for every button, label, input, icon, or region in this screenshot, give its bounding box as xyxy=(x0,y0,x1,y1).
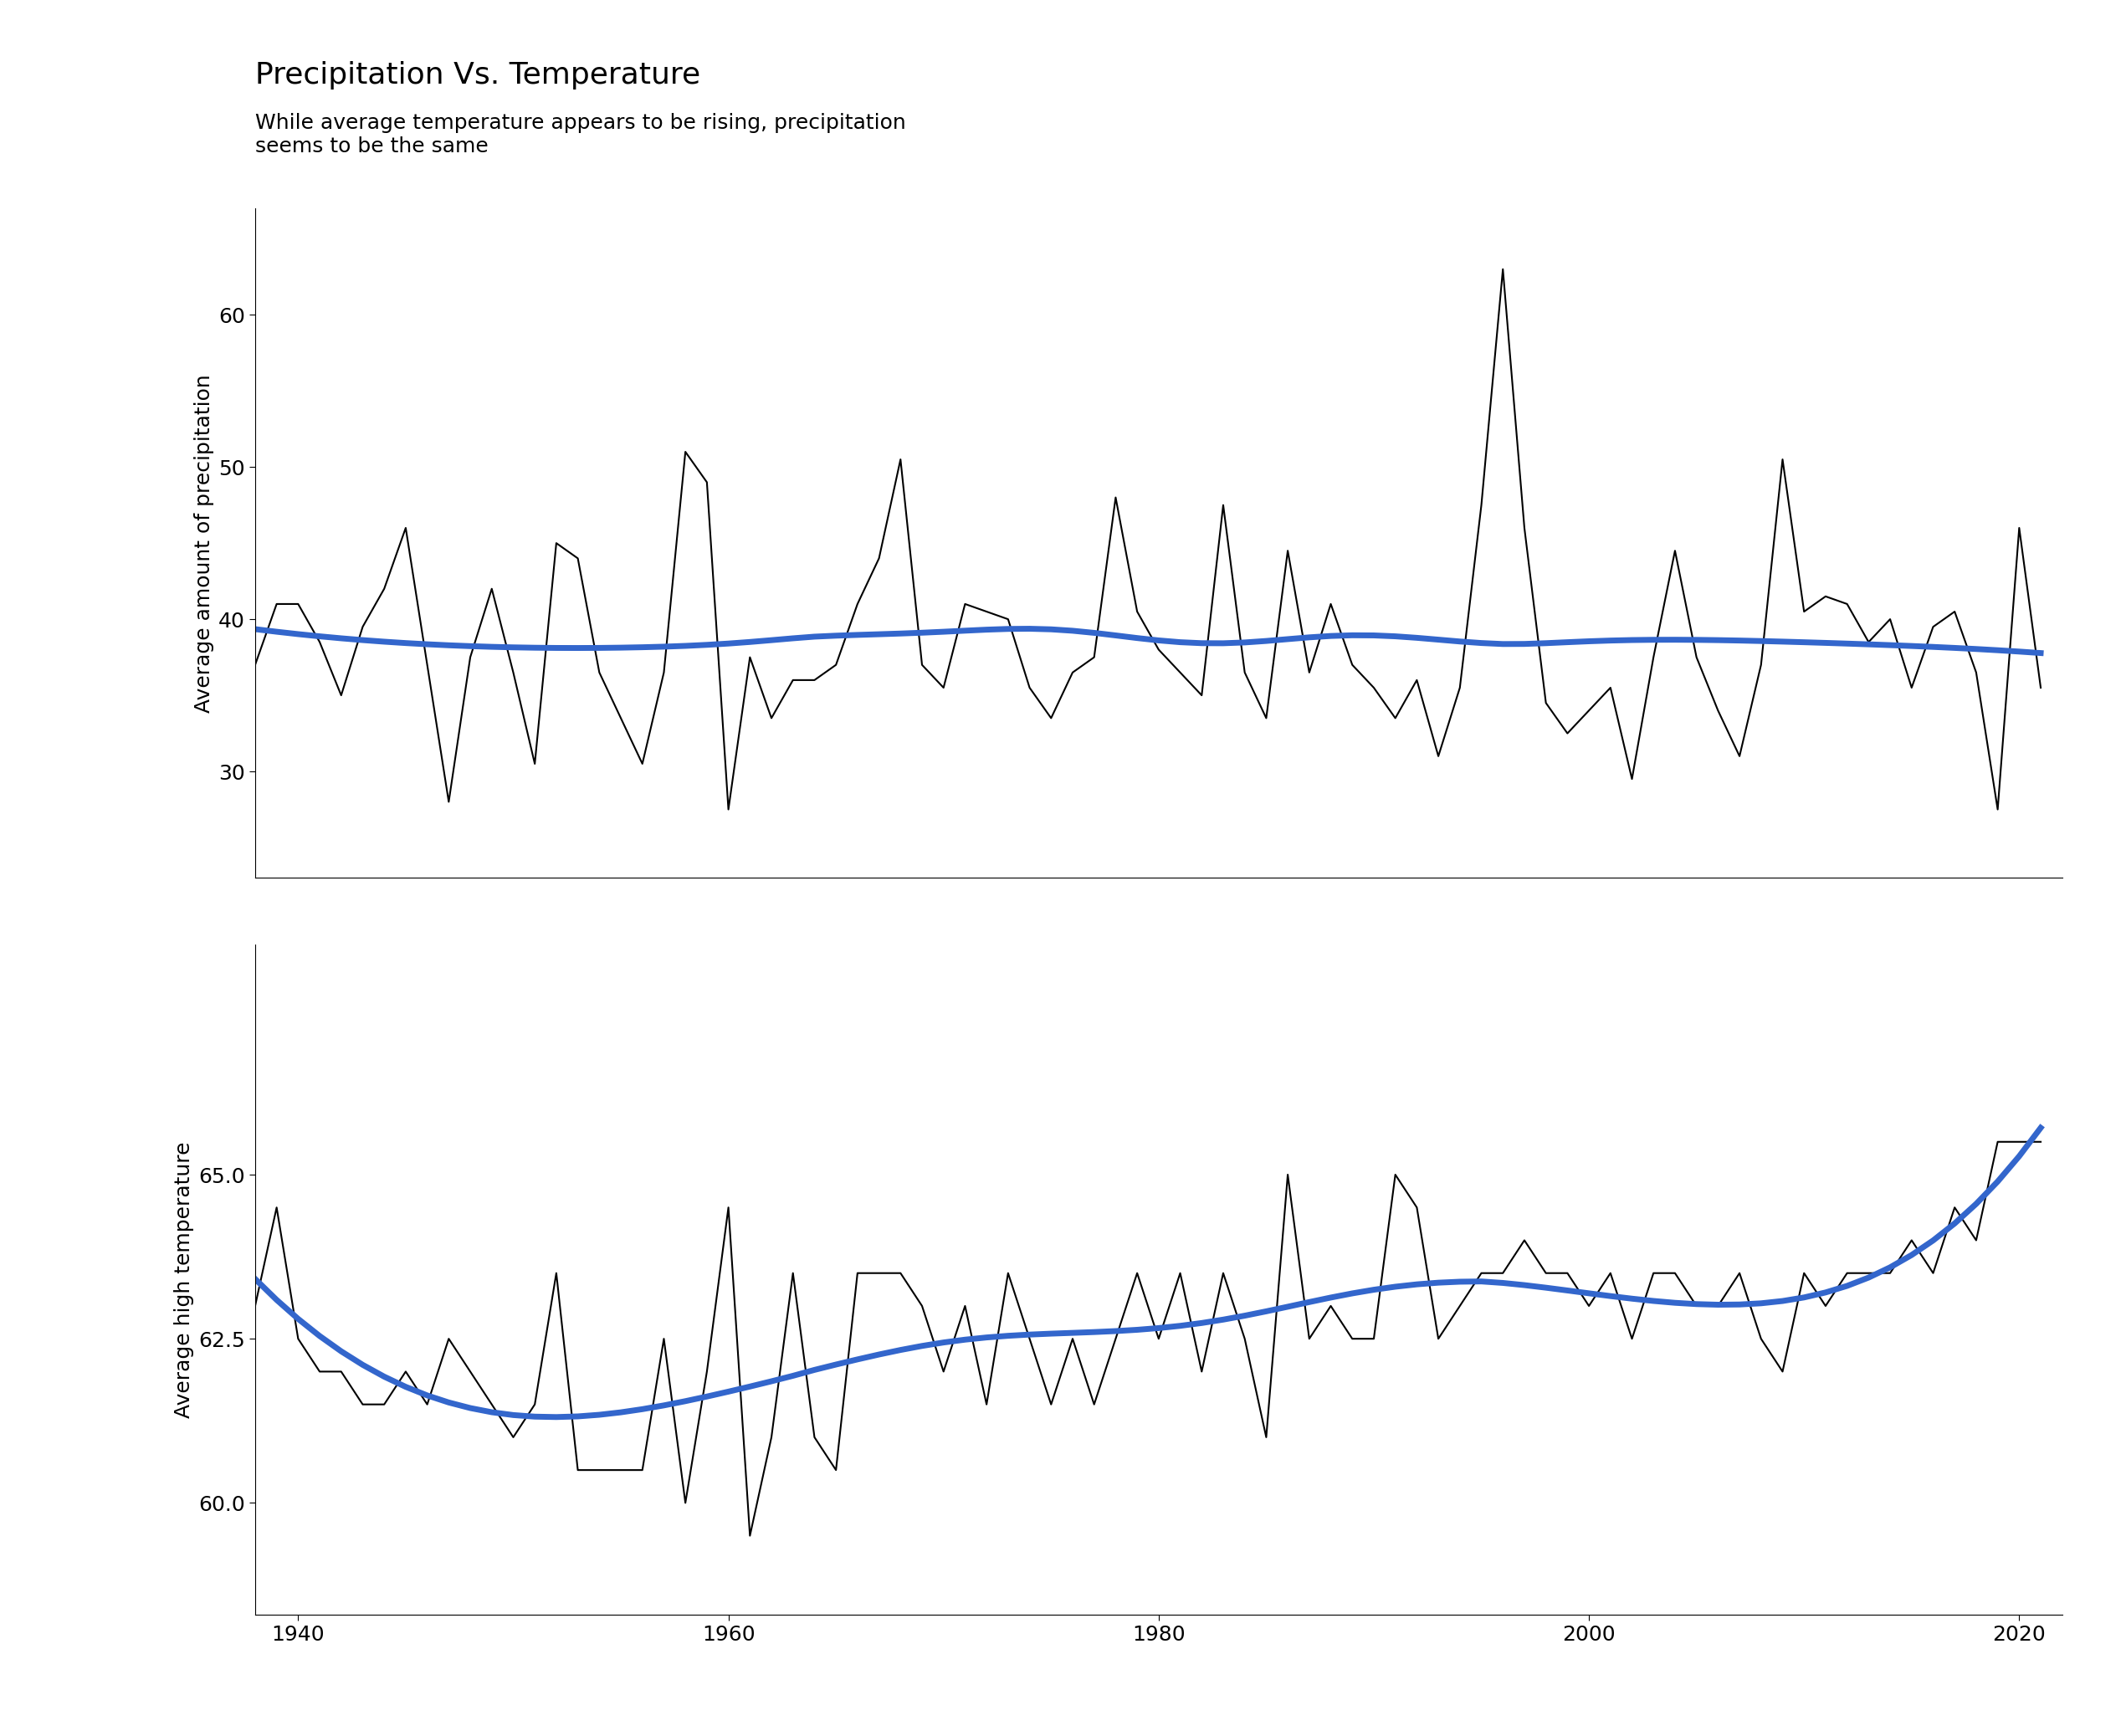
Text: While average temperature appears to be rising, precipitation
seems to be the sa: While average temperature appears to be … xyxy=(255,113,906,156)
Text: Precipitation Vs. Temperature: Precipitation Vs. Temperature xyxy=(255,61,699,89)
Y-axis label: Average amount of precipitation: Average amount of precipitation xyxy=(193,373,215,712)
Y-axis label: Average high temperature: Average high temperature xyxy=(174,1142,193,1418)
